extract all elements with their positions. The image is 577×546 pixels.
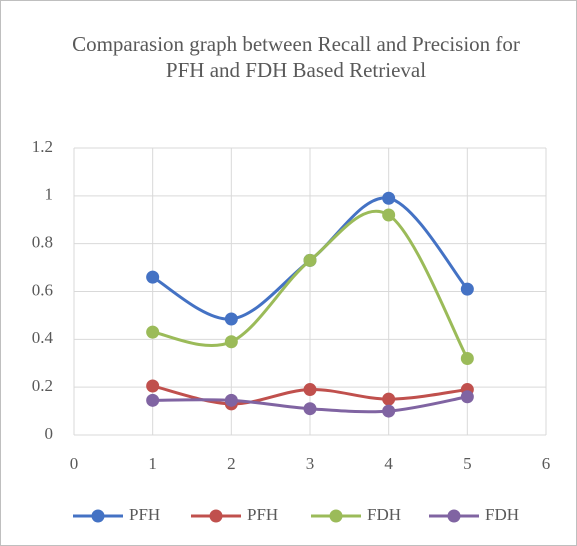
point [146, 393, 160, 407]
x-tick-label: 2 [227, 454, 236, 473]
y-tick-label: 1.2 [32, 137, 53, 156]
x-tick-label: 5 [463, 454, 472, 473]
point [382, 191, 396, 205]
legend-label: FDH [485, 505, 519, 524]
y-tick-label: 0 [45, 424, 54, 443]
y-tick-label: 1 [45, 185, 54, 204]
chart-title: Comparasion graph between Recall and Pre… [72, 32, 520, 82]
point [146, 325, 160, 339]
point [460, 282, 474, 296]
legend-label: PFH [247, 505, 278, 524]
point [224, 393, 238, 407]
x-tick-label: 1 [148, 454, 157, 473]
point [303, 402, 317, 416]
point [146, 270, 160, 284]
legend-marker [329, 509, 343, 523]
point [460, 390, 474, 404]
point [303, 383, 317, 397]
x-tick-label: 6 [542, 454, 551, 473]
point [303, 253, 317, 267]
legend-label: PFH [129, 505, 160, 524]
y-tick-label: 0.6 [32, 280, 53, 299]
point [460, 351, 474, 365]
y-tick-label: 0.2 [32, 376, 53, 395]
legend-marker [447, 509, 461, 523]
x-tick-label: 0 [70, 454, 79, 473]
legend-marker [91, 509, 105, 523]
y-tick-label: 0.8 [32, 233, 53, 252]
point [382, 404, 396, 418]
y-tick-label: 0.4 [32, 328, 54, 347]
point [224, 312, 238, 326]
point [382, 392, 396, 406]
legend-label: FDH [367, 505, 401, 524]
point [382, 208, 396, 222]
x-tick-label: 4 [384, 454, 393, 473]
legend-marker [209, 509, 223, 523]
point [146, 379, 160, 393]
point [224, 335, 238, 349]
x-tick-label: 3 [306, 454, 315, 473]
